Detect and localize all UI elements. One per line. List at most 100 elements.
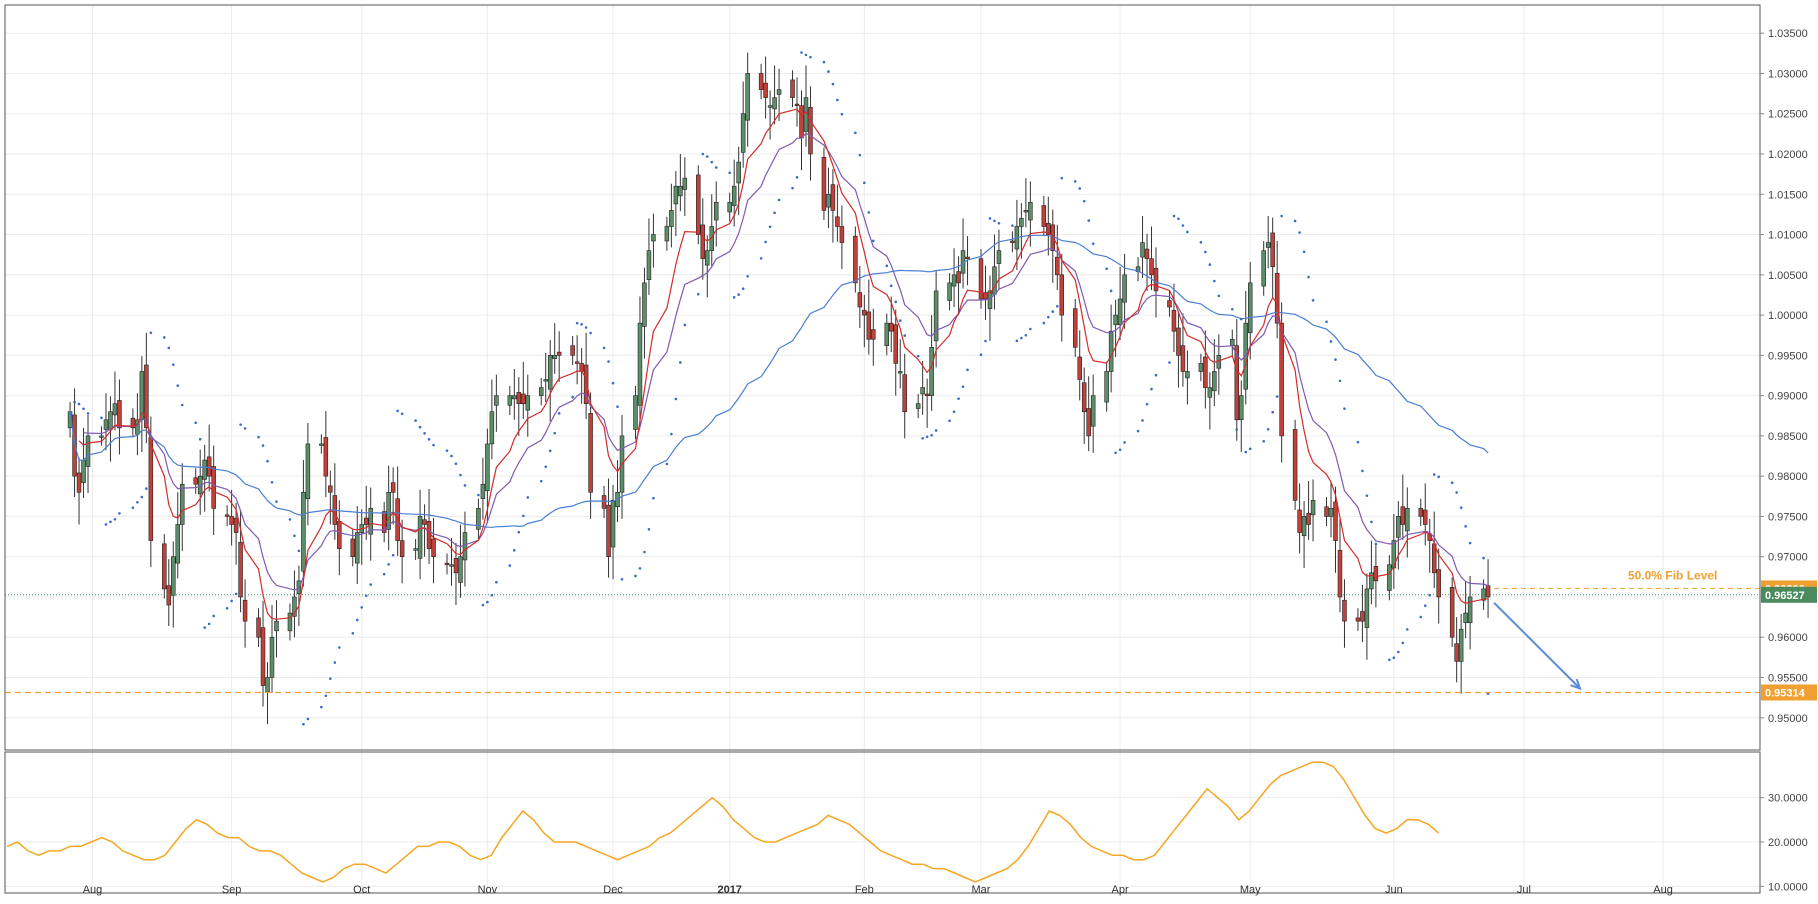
price-axis-tick-label: 0.98000 <box>1768 471 1808 483</box>
candle-bullish <box>1396 516 1401 538</box>
parabolic-sar-dot <box>759 257 763 260</box>
candle-bullish <box>413 548 418 551</box>
candle-bearish <box>889 322 894 332</box>
candle-bearish <box>1180 345 1186 372</box>
parabolic-sar-dot <box>1361 469 1364 473</box>
candle-bearish <box>808 106 813 155</box>
parabolic-sar-dot <box>1459 506 1463 510</box>
parabolic-sar-dot <box>203 626 206 629</box>
time-axis-tick-label: Feb <box>855 884 874 896</box>
candle-bullish <box>633 395 638 430</box>
candle-bearish <box>758 73 764 90</box>
parabolic-sar-dot <box>993 219 996 223</box>
candle-bullish <box>1405 508 1410 532</box>
time-axis-tick-label: Aug <box>83 884 103 896</box>
parabolic-sar-dot <box>297 549 301 553</box>
candle-bullish <box>355 532 360 564</box>
candle-bearish <box>1176 327 1181 356</box>
candle-bearish <box>978 258 984 300</box>
candle-bullish <box>1028 202 1033 221</box>
parabolic-sar-dot <box>948 419 951 423</box>
candle-bearish <box>1059 274 1065 316</box>
candle-bearish <box>866 311 872 340</box>
parabolic-sar-dot <box>889 284 893 288</box>
price-axis-tick-label: 1.03000 <box>1768 68 1808 80</box>
candle-bullish <box>1387 564 1392 591</box>
candle-bearish <box>1436 569 1441 598</box>
candle-bullish <box>669 210 674 227</box>
price-axis-tick-label: 0.95500 <box>1768 673 1808 685</box>
current-price-tag-text: 0.96527 <box>1765 590 1805 602</box>
candle-bearish <box>1046 222 1051 235</box>
indicator-axis-tick-label: 30.0000 <box>1768 793 1808 805</box>
parabolic-sar-dot <box>777 198 781 202</box>
parabolic-sar-dot <box>1365 494 1369 497</box>
parabolic-sar-dot <box>508 564 512 567</box>
candle-bullish <box>1230 338 1235 346</box>
candle-bearish <box>1355 617 1361 622</box>
parabolic-sar-dot <box>898 319 902 322</box>
parabolic-sar-dot <box>360 606 364 609</box>
candle-bullish <box>731 185 737 206</box>
candle-bullish <box>772 97 777 110</box>
parabolic-sar-dot <box>548 449 552 453</box>
parabolic-sar-dot <box>791 186 794 190</box>
parabolic-sar-dot <box>1181 224 1185 227</box>
candle-bullish <box>610 500 616 548</box>
price-axis-tick-label: 1.02500 <box>1768 109 1808 121</box>
parabolic-sar-dot <box>320 705 323 709</box>
candle-bearish <box>1279 322 1284 437</box>
candle-bearish <box>583 364 589 404</box>
indicator-axis-tick-label: 10.0000 <box>1768 881 1808 893</box>
parabolic-sar-dot <box>665 462 669 466</box>
price-axis-tick-label: 1.00000 <box>1768 310 1808 322</box>
candle-bullish <box>458 556 463 583</box>
parabolic-sar-dot <box>952 410 956 414</box>
parabolic-sar-dot <box>575 321 579 325</box>
parabolic-sar-dot <box>1437 475 1441 479</box>
parabolic-sar-dot <box>266 459 269 463</box>
parabolic-sar-dot <box>710 160 714 164</box>
candle-bullish <box>449 564 454 567</box>
parabolic-sar-dot <box>643 550 646 554</box>
parabolic-sar-dot <box>934 429 938 432</box>
price-axis-tick-label: 0.98500 <box>1768 431 1808 443</box>
parabolic-sar-dot <box>1015 339 1019 343</box>
parabolic-sar-dot <box>966 368 969 372</box>
candle-bullish <box>1207 387 1213 398</box>
candle-bearish <box>1454 643 1459 662</box>
parabolic-sar-dot <box>1060 176 1064 180</box>
parabolic-sar-dot <box>1419 615 1423 619</box>
candle-bearish <box>211 466 216 509</box>
parabolic-sar-dot <box>1051 310 1055 313</box>
parabolic-sar-dot <box>73 400 76 404</box>
parabolic-sar-dot <box>872 239 875 243</box>
parabolic-sar-dot <box>463 484 467 487</box>
candle-bearish <box>924 393 930 396</box>
candle-bullish <box>112 403 118 416</box>
parabolic-sar-layer <box>73 51 1490 726</box>
parabolic-sar-dot <box>800 51 803 54</box>
parabolic-sar-dot <box>1055 304 1059 308</box>
candle-bullish <box>386 491 391 530</box>
candle-bullish <box>552 355 557 359</box>
fib-level-label: 50.0% Fib Level <box>1628 568 1717 582</box>
parabolic-sar-dot <box>1168 361 1171 364</box>
parabolic-sar-dot <box>728 171 732 175</box>
parabolic-sar-dot <box>1145 402 1149 406</box>
price-axis-tick-label: 1.01000 <box>1768 230 1808 242</box>
parabolic-sar-dot <box>1091 242 1095 245</box>
parabolic-sar-dot <box>930 433 933 437</box>
parabolic-sar-dot <box>1172 214 1176 218</box>
parabolic-sar-dot <box>293 534 296 538</box>
candle-bullish <box>727 202 732 213</box>
parabolic-sar-dot <box>674 397 678 401</box>
parabolic-sar-dot <box>773 211 776 215</box>
parabolic-sar-dot <box>1338 379 1342 383</box>
parabolic-sar-dot <box>288 518 292 521</box>
price-axis-tick-label: 0.97500 <box>1768 511 1808 523</box>
parabolic-sar-dot <box>86 412 90 415</box>
parabolic-sar-dot <box>427 438 431 441</box>
